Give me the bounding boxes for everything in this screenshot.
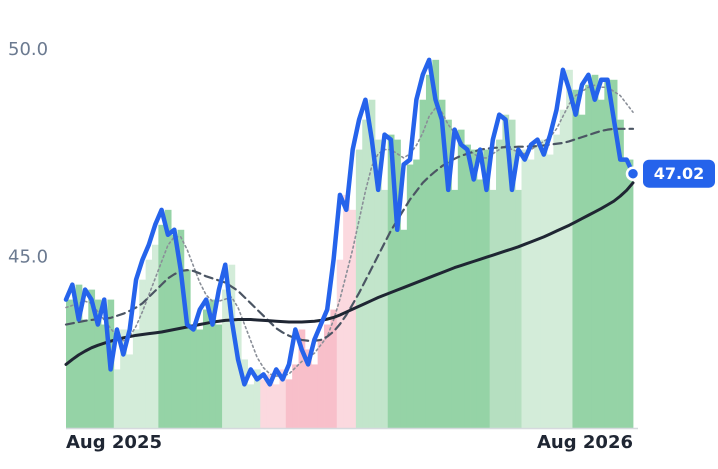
- x-tick-label: Aug 2025: [66, 432, 162, 453]
- band-bar: [464, 144, 471, 428]
- last-point: [625, 166, 641, 181]
- band-bar: [566, 69, 573, 429]
- value-badge-label: 47.02: [654, 164, 705, 183]
- band-bar: [591, 74, 599, 429]
- band-bar: [610, 79, 618, 428]
- band-bar: [502, 114, 510, 428]
- band-bar: [553, 134, 561, 429]
- band-bar: [521, 149, 529, 429]
- series-line: [64, 127, 635, 342]
- band-bar: [120, 329, 127, 428]
- band-bar: [298, 329, 306, 428]
- band-bar: [381, 189, 389, 428]
- band-bar: [629, 159, 634, 428]
- band-bar: [183, 269, 191, 428]
- band-bar: [336, 259, 344, 428]
- band-bar: [196, 329, 204, 428]
- band-bar: [101, 324, 108, 428]
- band-bar: [292, 364, 299, 428]
- band-bar: [419, 99, 427, 429]
- band-bar: [266, 374, 274, 428]
- band-bar: [222, 289, 229, 428]
- band-bar: [534, 144, 542, 428]
- band-bar: [139, 279, 147, 428]
- band-bar: [81, 319, 89, 428]
- band-bar: [273, 384, 280, 428]
- band-bar: [234, 319, 242, 428]
- band-bar: [406, 164, 414, 428]
- band-bar: [387, 134, 395, 429]
- band-bar: [324, 324, 331, 428]
- band-bar: [585, 84, 592, 429]
- band-bar: [171, 234, 178, 428]
- band-bar: [241, 359, 248, 428]
- band-bar: [604, 79, 612, 428]
- band-bar: [597, 99, 605, 429]
- band-bar: [515, 189, 522, 428]
- band-bar: [126, 354, 134, 428]
- y-tick-label: 50.0: [8, 39, 48, 60]
- band-bar: [572, 89, 580, 428]
- band-bar: [304, 349, 312, 428]
- band-bar: [69, 299, 76, 428]
- band-bar: [425, 74, 433, 429]
- band-bar: [489, 189, 497, 428]
- value-badge: [643, 159, 715, 188]
- band-bar: [623, 159, 631, 428]
- band-bar: [527, 159, 535, 428]
- band-bar: [113, 369, 121, 428]
- band-bar: [228, 264, 236, 428]
- series-line: [64, 181, 635, 366]
- band-bar: [617, 119, 624, 428]
- band-bar: [355, 149, 363, 429]
- band-bar: [260, 379, 268, 428]
- band-bar: [476, 179, 484, 428]
- band-bar: [317, 339, 325, 428]
- x-tick-label: Aug 2026: [537, 432, 633, 453]
- band-bar: [94, 299, 102, 428]
- band-bar: [540, 139, 548, 428]
- band-bar: [432, 59, 440, 429]
- y-tick-label: 45.0: [8, 247, 48, 268]
- band-bar: [158, 224, 166, 428]
- band-bar: [145, 259, 153, 428]
- band-bar: [413, 159, 420, 428]
- band-bar: [279, 369, 287, 428]
- band-bar: [470, 149, 478, 429]
- band-bar: [438, 99, 446, 429]
- band-bar: [445, 119, 452, 428]
- band-bar: [88, 289, 96, 428]
- band-bar: [285, 379, 293, 428]
- band-bar: [483, 149, 491, 429]
- band-bar: [559, 109, 567, 428]
- band-bar: [374, 139, 382, 428]
- band-bar: [368, 99, 376, 429]
- band-bar: [496, 139, 503, 428]
- band-bar: [190, 324, 198, 428]
- band-bar: [152, 244, 159, 428]
- band-bar: [215, 324, 223, 428]
- band-bar: [209, 299, 217, 428]
- series-line: [63, 57, 636, 387]
- band-bar: [247, 384, 255, 428]
- band-bar: [202, 309, 210, 428]
- band-bar: [578, 114, 586, 428]
- band-bar: [451, 189, 459, 428]
- band-bar: [457, 129, 465, 428]
- band-bar: [394, 139, 401, 428]
- band-bar: [311, 364, 319, 428]
- band-bar: [253, 369, 261, 428]
- band-bar: [400, 229, 408, 428]
- band-bar: [508, 119, 516, 428]
- band-bar: [164, 209, 172, 428]
- band-bar: [349, 209, 357, 428]
- band-bar: [546, 154, 554, 428]
- band-bar: [362, 119, 370, 428]
- band-bar: [132, 329, 140, 428]
- band-bar: [330, 309, 338, 428]
